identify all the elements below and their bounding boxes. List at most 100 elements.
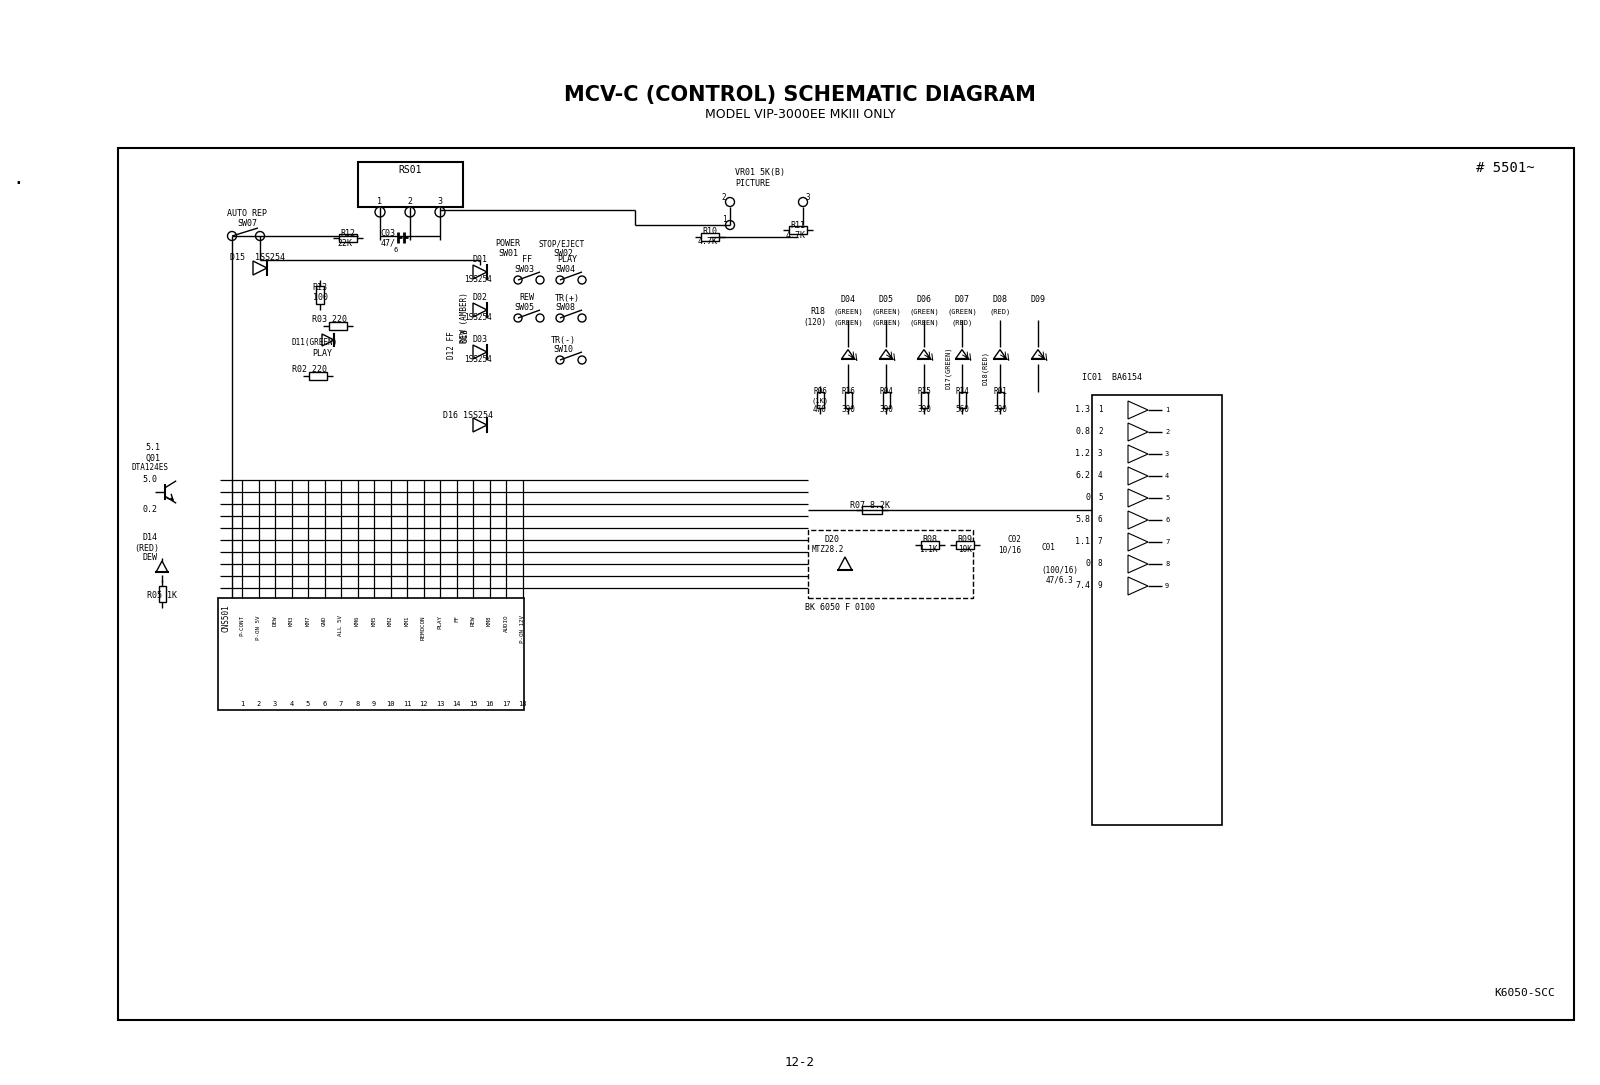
Text: R04: R04	[878, 387, 893, 396]
Text: K6050-SCC: K6050-SCC	[1494, 988, 1555, 998]
Text: C02: C02	[1006, 536, 1021, 545]
Text: 7.4: 7.4	[1075, 582, 1090, 590]
Text: 3: 3	[806, 192, 810, 202]
Text: PLAY: PLAY	[437, 615, 443, 629]
Text: 1SS254: 1SS254	[464, 356, 491, 365]
Text: 9: 9	[371, 701, 376, 707]
Text: SW03: SW03	[514, 266, 534, 275]
Circle shape	[227, 231, 237, 241]
Circle shape	[536, 314, 544, 322]
Bar	[883, 392, 890, 408]
Text: D14: D14	[142, 534, 157, 542]
Text: REW: REW	[520, 294, 534, 303]
Text: 2: 2	[1098, 427, 1102, 436]
Text: PLAY: PLAY	[312, 348, 333, 357]
Text: 16: 16	[485, 701, 494, 707]
Text: 5: 5	[1165, 495, 1170, 501]
Text: 6.2: 6.2	[1075, 472, 1090, 481]
Text: KM2: KM2	[387, 615, 394, 625]
Text: RS01: RS01	[398, 165, 422, 175]
Bar	[1091, 395, 1222, 825]
Text: 47/6.3: 47/6.3	[1046, 575, 1074, 585]
Text: 390: 390	[994, 406, 1006, 414]
Text: 1: 1	[1098, 406, 1102, 414]
Text: R09: R09	[957, 536, 973, 545]
Text: # 5501~: # 5501~	[1477, 161, 1534, 175]
Text: KM6: KM6	[355, 615, 360, 625]
Polygon shape	[1128, 401, 1149, 419]
Text: PICTURE: PICTURE	[734, 179, 770, 188]
Text: PLAY: PLAY	[557, 255, 578, 265]
Text: 10: 10	[386, 701, 395, 707]
Circle shape	[798, 197, 808, 206]
Text: 9: 9	[1165, 583, 1170, 589]
Text: 1.2: 1.2	[1075, 449, 1090, 459]
Polygon shape	[880, 349, 893, 359]
Text: C03: C03	[381, 229, 395, 238]
Polygon shape	[1128, 533, 1149, 551]
Bar	[330, 322, 347, 330]
Text: R10: R10	[702, 228, 717, 237]
Polygon shape	[955, 349, 968, 359]
Text: 7: 7	[339, 701, 342, 707]
Text: R06: R06	[813, 387, 827, 396]
Text: (GREEN): (GREEN)	[834, 309, 862, 316]
Text: D07: D07	[955, 295, 970, 305]
Text: 390: 390	[878, 406, 893, 414]
Text: 4: 4	[1165, 473, 1170, 478]
Text: MTZ28.2: MTZ28.2	[811, 546, 845, 554]
Text: D06: D06	[917, 295, 931, 305]
Polygon shape	[1032, 349, 1045, 359]
Text: GND: GND	[322, 615, 326, 625]
Text: D20: D20	[824, 536, 840, 545]
Text: 5: 5	[306, 701, 310, 707]
Text: 1.1: 1.1	[1075, 537, 1090, 547]
Polygon shape	[253, 261, 267, 275]
Text: 18: 18	[518, 701, 526, 707]
Bar	[339, 234, 357, 242]
Polygon shape	[842, 349, 854, 359]
Text: SW10: SW10	[554, 345, 573, 355]
Text: 1.3: 1.3	[1075, 406, 1090, 414]
Text: 0.2: 0.2	[142, 506, 157, 514]
Text: POWER: POWER	[496, 240, 520, 248]
Text: 12-2: 12-2	[786, 1056, 814, 1069]
Polygon shape	[1128, 445, 1149, 463]
Text: MCV-C (CONTROL) SCHEMATIC DIAGRAM: MCV-C (CONTROL) SCHEMATIC DIAGRAM	[565, 85, 1035, 105]
Polygon shape	[474, 303, 486, 317]
Text: 2: 2	[1165, 429, 1170, 435]
Circle shape	[374, 207, 386, 217]
Bar	[808, 529, 973, 598]
Text: SW04: SW04	[555, 266, 574, 275]
Text: 3: 3	[1098, 449, 1102, 459]
Text: SW01: SW01	[498, 248, 518, 257]
Text: 4.7K: 4.7K	[698, 238, 718, 246]
Polygon shape	[1128, 467, 1149, 485]
Bar	[997, 392, 1005, 408]
Circle shape	[578, 356, 586, 363]
Text: D09: D09	[1030, 295, 1045, 305]
Text: (100/16): (100/16)	[1042, 565, 1078, 574]
Text: DEW: DEW	[272, 615, 277, 625]
Circle shape	[557, 314, 563, 322]
Text: 470: 470	[813, 406, 827, 414]
Text: (GREEN): (GREEN)	[909, 320, 939, 327]
Text: 47/: 47/	[381, 239, 395, 247]
Text: 1.1K: 1.1K	[918, 546, 938, 554]
Text: R03 220: R03 220	[312, 316, 347, 324]
Text: 7: 7	[1165, 539, 1170, 545]
Text: R14: R14	[955, 387, 970, 396]
Text: SW07: SW07	[237, 218, 258, 228]
Text: R16: R16	[842, 387, 854, 396]
Circle shape	[514, 276, 522, 284]
Text: D15  1SS254: D15 1SS254	[230, 253, 285, 261]
Bar	[958, 392, 966, 408]
Text: 3: 3	[1165, 451, 1170, 457]
Text: 0: 0	[1085, 560, 1090, 569]
Text: 10K: 10K	[958, 546, 971, 554]
Text: BK 6050 F 0100: BK 6050 F 0100	[805, 603, 875, 613]
Text: D05: D05	[878, 295, 893, 305]
Text: 6: 6	[1098, 515, 1102, 524]
Text: D16 1SS254: D16 1SS254	[443, 410, 493, 420]
Text: D13: D13	[461, 328, 469, 342]
